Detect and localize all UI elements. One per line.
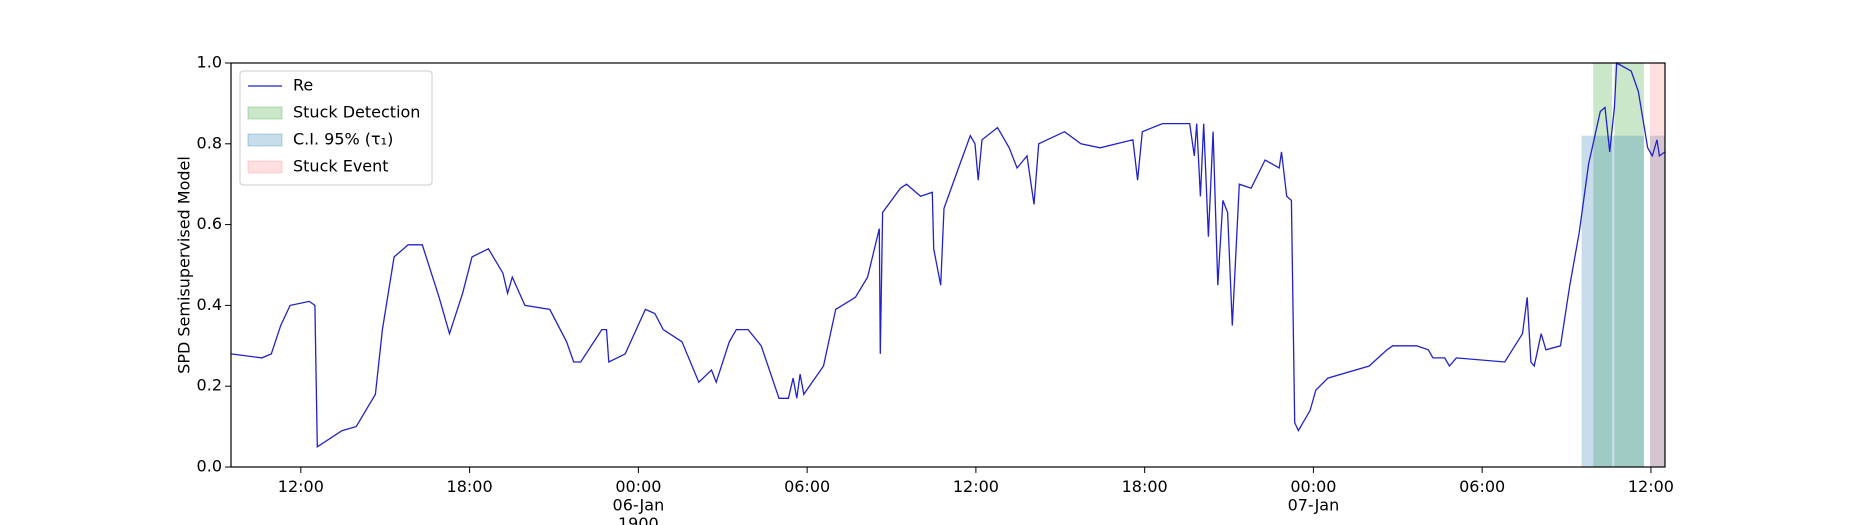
y-tick-label: 1.0 (197, 53, 222, 72)
y-tick-label: 0.2 (197, 376, 222, 395)
legend-label: Stuck Event (293, 157, 389, 176)
x-tick-label: 06:00 (784, 477, 830, 496)
line (230, 61, 1666, 448)
y-tick-label: 0.4 (197, 295, 222, 314)
span (1649, 135, 1665, 467)
x-tick-label: 00:00 06-Jan 1900 (613, 477, 665, 525)
x-tick-label: 12:00 (278, 477, 324, 496)
legend-patch (247, 133, 283, 147)
span (1614, 63, 1644, 467)
x-tick-label: 00:00 07-Jan (1288, 477, 1340, 514)
x-tick-label: 18:00 (447, 477, 493, 496)
legend-patch (247, 106, 283, 120)
y-tick-label: 0.6 (197, 214, 222, 233)
legend-patch (247, 160, 283, 174)
span (1649, 63, 1665, 467)
span (1593, 63, 1613, 467)
y-axis-label: SPD Semisupervised Model (175, 156, 194, 374)
legend-box (239, 70, 433, 186)
x-tick-label: 18:00 (1122, 477, 1168, 496)
legend-label: Re (293, 76, 313, 95)
legend-label: C.I. 95% (τ₁) (293, 130, 393, 149)
y-tick-label: 0.8 (197, 133, 222, 152)
span (1581, 135, 1644, 467)
x-tick-label: 12:00 (1628, 477, 1674, 496)
y-tick-label: 0.0 (197, 457, 222, 476)
x-tick-label: 12:00 (953, 477, 999, 496)
x-tick-label: 06:00 (1459, 477, 1505, 496)
legend-label: Stuck Detection (293, 103, 420, 122)
plot-frame (230, 62, 1666, 468)
